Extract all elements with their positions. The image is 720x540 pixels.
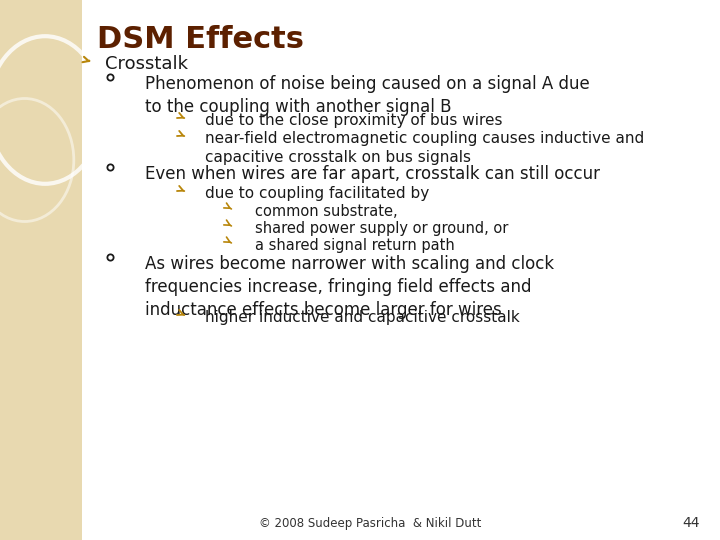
Text: DSM Effects: DSM Effects xyxy=(97,25,304,54)
Text: Crosstalk: Crosstalk xyxy=(105,55,188,73)
Text: due to coupling facilitated by: due to coupling facilitated by xyxy=(205,186,429,201)
Text: Even when wires are far apart, crosstalk can still occur: Even when wires are far apart, crosstalk… xyxy=(145,165,600,183)
Text: 44: 44 xyxy=(683,516,700,530)
Text: due to the close proximity of bus wires: due to the close proximity of bus wires xyxy=(205,113,503,128)
Text: As wires become narrower with scaling and clock
frequencies increase, fringing f: As wires become narrower with scaling an… xyxy=(145,255,554,319)
Text: shared power supply or ground, or: shared power supply or ground, or xyxy=(255,221,508,236)
Text: Phenomenon of noise being caused on a signal A due
to the coupling with another : Phenomenon of noise being caused on a si… xyxy=(145,75,590,116)
Text: near-field electromagnetic coupling causes inductive and
capacitive crosstalk on: near-field electromagnetic coupling caus… xyxy=(205,131,644,165)
Text: higher inductive and capacitive crosstalk: higher inductive and capacitive crosstal… xyxy=(205,310,520,325)
Text: a shared signal return path: a shared signal return path xyxy=(255,238,455,253)
Text: © 2008 Sudeep Pasricha  & Nikil Dutt: © 2008 Sudeep Pasricha & Nikil Dutt xyxy=(258,517,481,530)
Bar xyxy=(0,0,82,540)
Text: common substrate,: common substrate, xyxy=(255,204,397,219)
